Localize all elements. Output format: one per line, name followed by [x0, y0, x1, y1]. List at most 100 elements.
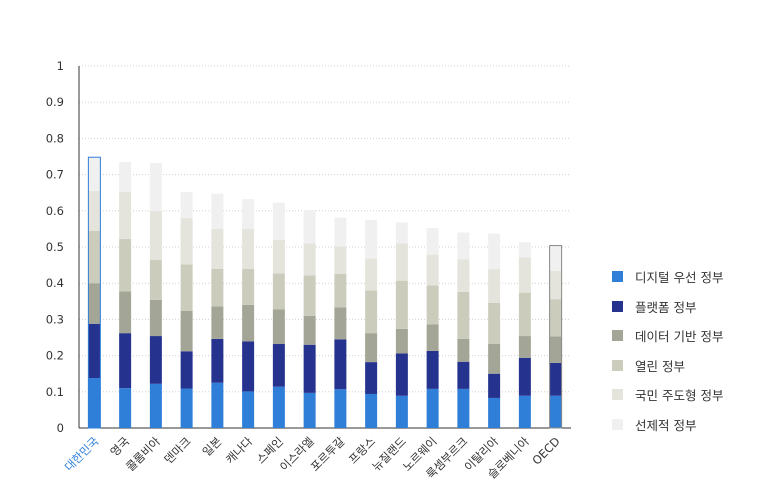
legend-swatch — [612, 359, 623, 371]
bar-segment — [334, 273, 347, 308]
bar-segment — [365, 362, 378, 394]
bar-segment — [272, 344, 285, 387]
y-tick-label: 0.8 — [46, 131, 64, 145]
bar-segment — [211, 338, 224, 383]
bar-segment — [488, 233, 501, 270]
bar-segment — [549, 395, 562, 428]
legend-swatch — [612, 271, 623, 283]
bar-segment — [365, 333, 378, 363]
bar-segment — [457, 338, 470, 362]
bar-segment — [272, 386, 285, 428]
bar-segment — [518, 292, 531, 337]
y-tick-label: 0.6 — [46, 204, 64, 218]
bar-segment — [334, 217, 347, 247]
legend-item-open: 열린 정부 — [612, 351, 772, 381]
y-tick-label: 1 — [57, 59, 64, 73]
legend-label: 선제적 정부 — [635, 417, 697, 433]
bar-segment — [426, 324, 439, 351]
bar-segment — [426, 388, 439, 428]
bar-segment — [457, 232, 470, 260]
bar-segment — [211, 228, 224, 269]
legend-label: 디지털 우선 정부 — [635, 270, 724, 286]
legend-swatch — [612, 300, 623, 312]
bar-segment — [518, 357, 531, 396]
bar-segment — [211, 193, 224, 229]
y-tick-label: 0.5 — [46, 240, 64, 254]
bar-segment — [457, 388, 470, 428]
bar-segment — [365, 393, 378, 428]
bar-segment — [549, 336, 562, 363]
bar-segment — [549, 270, 562, 300]
bar-segment — [518, 242, 531, 258]
x-tick-label: 영국 — [107, 434, 132, 459]
bar-segment — [119, 191, 132, 240]
legend-label: 플랫폼 정부 — [635, 299, 697, 315]
bar-segment — [149, 211, 162, 261]
bar-segment — [180, 351, 193, 389]
bar-segment — [426, 350, 439, 389]
legend-label: 국민 주도형 정부 — [635, 388, 724, 404]
bar-segment — [365, 290, 378, 334]
bar-segment — [149, 336, 162, 384]
bar-segment — [426, 254, 439, 286]
bar-segment — [549, 362, 562, 396]
legend-item-proactive: 선제적 정부 — [612, 410, 772, 440]
bar-segment — [457, 259, 470, 292]
bar-segment — [334, 339, 347, 390]
y-tick-label: 0.3 — [46, 312, 64, 326]
bar-segment — [211, 382, 224, 428]
bar-segment — [457, 361, 470, 389]
bar-segment — [119, 388, 132, 428]
y-tick-label: 0 — [57, 421, 64, 435]
bar-segment — [488, 373, 501, 398]
bar-segment — [180, 264, 193, 311]
bar-segment — [242, 199, 255, 229]
bar-segment — [119, 161, 132, 192]
bar-segment — [272, 202, 285, 240]
x-tick-label: 덴마크 — [161, 434, 193, 466]
bar-segment — [395, 243, 408, 281]
legend: 디지털 우선 정부 플랫폼 정부 데이터 기반 정부 열린 정부 국민 주도형 … — [612, 262, 772, 439]
bar-segment — [242, 268, 255, 305]
legend-swatch — [612, 418, 623, 430]
bar-segment — [303, 344, 316, 393]
bar-segment — [119, 239, 132, 292]
bar-segment — [149, 383, 162, 428]
x-tick-label: OECD — [529, 434, 562, 467]
bar-segment — [180, 310, 193, 352]
x-tick-label: 일본 — [200, 434, 225, 459]
bar-segment — [334, 246, 347, 274]
highlight-outline-korea — [87, 156, 101, 429]
bar-segment — [395, 395, 408, 428]
legend-label: 열린 정부 — [635, 358, 685, 374]
bar-segment — [395, 353, 408, 396]
bar-segment — [395, 328, 408, 354]
bar-segment — [365, 219, 378, 259]
legend-swatch — [612, 330, 623, 342]
bar-segment — [88, 323, 101, 379]
legend-item-digital-first: 디지털 우선 정부 — [612, 262, 772, 292]
bar-segment — [242, 228, 255, 269]
bar-segment — [242, 341, 255, 392]
bar-segment — [272, 273, 285, 310]
bar-segment — [518, 395, 531, 428]
y-tick-label: 0.9 — [46, 95, 64, 109]
legend-label: 데이터 기반 정부 — [635, 329, 724, 345]
bar-segment — [180, 218, 193, 265]
bar-segment — [488, 397, 501, 428]
y-tick-label: 0.1 — [46, 385, 64, 399]
bar-segment — [119, 291, 132, 334]
bar-segment — [549, 245, 562, 271]
y-tick-label: 0.7 — [46, 168, 64, 182]
legend-item-data-driven: 데이터 기반 정부 — [612, 321, 772, 351]
bar-segment — [211, 306, 224, 339]
bar-segment — [88, 157, 101, 191]
bar-segment — [334, 307, 347, 340]
legend-swatch — [612, 389, 623, 401]
bar-segment — [119, 333, 132, 389]
x-tick-label: 캐나다 — [223, 434, 256, 467]
bar-segment — [149, 299, 162, 337]
bar-segment — [426, 228, 439, 255]
